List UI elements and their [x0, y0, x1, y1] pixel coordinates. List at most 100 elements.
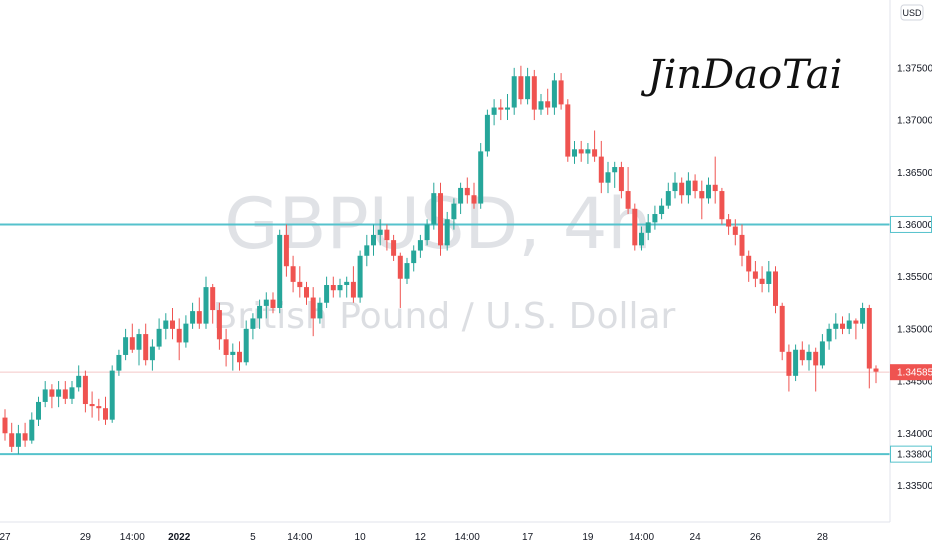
candle[interactable] — [491, 99, 497, 126]
candle[interactable] — [846, 313, 852, 335]
candle[interactable] — [89, 391, 95, 418]
candle[interactable] — [404, 257, 410, 284]
candle[interactable] — [290, 255, 296, 293]
candle[interactable] — [397, 252, 403, 308]
level-price-tag-1[interactable]: 1.33800 — [890, 446, 932, 463]
candle[interactable] — [732, 219, 738, 246]
candle[interactable] — [572, 140, 577, 164]
candle[interactable] — [706, 177, 711, 204]
candle[interactable] — [123, 328, 129, 361]
candle[interactable] — [223, 328, 229, 367]
candle[interactable] — [645, 214, 651, 241]
candle[interactable] — [806, 344, 812, 371]
candle[interactable] — [371, 224, 376, 256]
level-price-tag-0[interactable]: 1.36000 — [890, 216, 932, 233]
candle[interactable] — [625, 167, 631, 215]
candle[interactable] — [786, 344, 792, 392]
candle[interactable] — [538, 93, 544, 115]
candle[interactable] — [598, 140, 604, 194]
candle[interactable] — [337, 278, 343, 298]
candle[interactable] — [310, 287, 316, 337]
candle[interactable] — [451, 198, 457, 230]
candle[interactable] — [364, 234, 370, 267]
candle[interactable] — [411, 245, 417, 272]
candle[interactable] — [652, 205, 658, 230]
candle[interactable] — [82, 370, 88, 413]
candle[interactable] — [578, 140, 584, 162]
candle[interactable] — [237, 341, 242, 371]
candle[interactable] — [324, 276, 330, 308]
candle[interactable] — [297, 266, 303, 298]
candle[interactable] — [176, 318, 182, 361]
last-price-tag[interactable]: 1.34585 — [890, 364, 932, 381]
candle[interactable] — [15, 424, 21, 455]
candle[interactable] — [752, 261, 758, 288]
candle[interactable] — [377, 219, 383, 246]
candle[interactable] — [712, 156, 718, 204]
candle[interactable] — [250, 313, 256, 340]
candle[interactable] — [793, 344, 799, 382]
candle[interactable] — [49, 384, 55, 409]
candle[interactable] — [759, 266, 765, 293]
candle[interactable] — [679, 177, 685, 204]
candle[interactable] — [116, 349, 122, 376]
candle[interactable] — [665, 182, 671, 209]
candle[interactable] — [203, 276, 209, 329]
candle[interactable] — [565, 99, 571, 162]
candle[interactable] — [317, 297, 323, 324]
candle[interactable] — [639, 226, 644, 251]
candle[interactable] — [156, 318, 162, 350]
candle[interactable] — [618, 161, 624, 199]
candle[interactable] — [840, 316, 845, 335]
candle[interactable] — [391, 234, 397, 261]
candle[interactable] — [163, 313, 169, 340]
candle[interactable] — [263, 292, 269, 319]
candle[interactable] — [813, 347, 819, 392]
candle[interactable] — [826, 323, 832, 350]
candle[interactable] — [56, 381, 62, 408]
candle[interactable] — [283, 224, 289, 277]
candle[interactable] — [612, 161, 618, 188]
candle[interactable] — [511, 67, 517, 115]
candle[interactable] — [692, 174, 698, 199]
candle[interactable] — [62, 381, 68, 405]
candle[interactable] — [498, 99, 504, 121]
candle[interactable] — [545, 88, 551, 115]
candle[interactable] — [779, 302, 785, 361]
candle[interactable] — [431, 182, 437, 230]
candle[interactable] — [672, 172, 678, 199]
candle[interactable] — [136, 328, 142, 366]
candle[interactable] — [69, 381, 75, 405]
candle[interactable] — [170, 307, 175, 340]
candle[interactable] — [531, 69, 537, 121]
candle[interactable] — [518, 65, 524, 105]
candle[interactable] — [257, 299, 263, 329]
candle[interactable] — [585, 143, 591, 164]
candle[interactable] — [384, 224, 390, 251]
candle[interactable] — [799, 341, 805, 366]
candle[interactable] — [873, 365, 879, 384]
candle[interactable] — [464, 177, 470, 204]
candle[interactable] — [2, 409, 8, 441]
candle[interactable] — [196, 297, 202, 329]
candle[interactable] — [444, 211, 450, 251]
candle[interactable] — [458, 182, 464, 215]
candle[interactable] — [505, 93, 510, 121]
candle[interactable] — [36, 396, 41, 426]
candle[interactable] — [357, 250, 363, 303]
candle[interactable] — [143, 323, 149, 366]
candle[interactable] — [417, 234, 423, 258]
candle[interactable] — [183, 315, 189, 348]
candle[interactable] — [129, 323, 135, 353]
currency-box[interactable]: USD — [900, 4, 924, 21]
candle[interactable] — [659, 198, 665, 220]
candle[interactable] — [22, 422, 28, 447]
candle[interactable] — [833, 313, 839, 340]
candle[interactable] — [471, 182, 477, 209]
candle[interactable] — [853, 318, 859, 340]
candle[interactable] — [304, 281, 309, 305]
candle[interactable] — [424, 219, 430, 246]
candle[interactable] — [230, 343, 236, 371]
candle[interactable] — [685, 172, 691, 204]
